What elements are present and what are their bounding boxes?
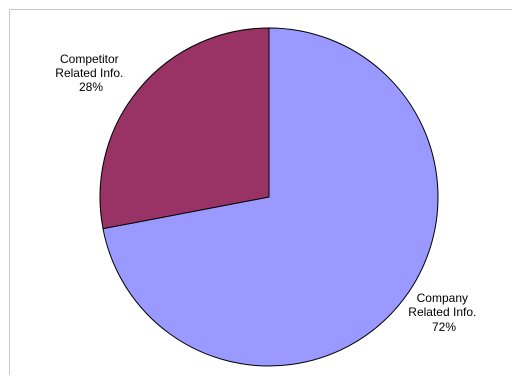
label-competitor-line2: Related Info.: [55, 66, 123, 80]
label-company-line1: Company: [417, 291, 468, 305]
chart-frame-border: [9, 9, 512, 375]
label-company: Company Related Info. 72%: [408, 291, 479, 334]
label-company-line2: Related Info.: [408, 305, 476, 319]
label-company-percent: 72%: [432, 320, 456, 334]
label-competitor: Competitor Related Info. 28%: [55, 52, 126, 94]
slice-company: [102, 27, 439, 367]
label-competitor-percent: 28%: [79, 80, 103, 94]
label-competitor-line1: Competitor: [60, 52, 119, 66]
slice-competitor: [99, 27, 270, 230]
